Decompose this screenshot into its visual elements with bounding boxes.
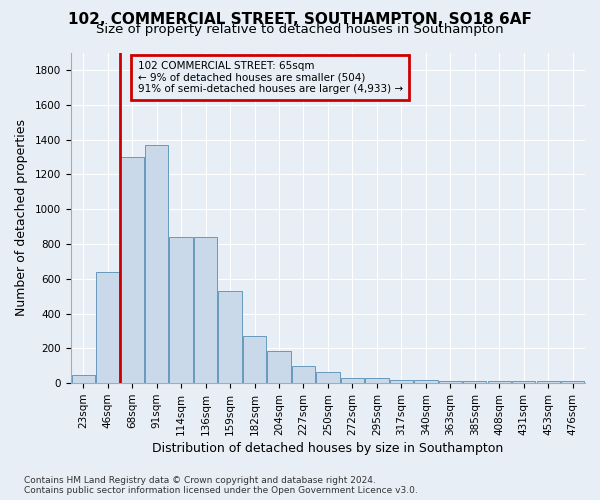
Bar (341, 378, 364, 383)
Bar (96, 272, 119, 383)
Bar (145, 145, 168, 383)
Bar (414, 380, 437, 383)
Bar (439, 380, 462, 383)
X-axis label: Distribution of detached houses by size in Southampton: Distribution of detached houses by size … (152, 442, 503, 455)
Bar (292, 366, 315, 383)
Bar (390, 380, 413, 383)
Bar (121, 157, 144, 383)
Bar (561, 382, 584, 383)
Text: Size of property relative to detached houses in Southampton: Size of property relative to detached ho… (96, 22, 504, 36)
Bar (71, 374, 95, 383)
Bar (243, 336, 266, 383)
Bar (488, 382, 511, 383)
Text: 102, COMMERCIAL STREET, SOUTHAMPTON, SO18 6AF: 102, COMMERCIAL STREET, SOUTHAMPTON, SO1… (68, 12, 532, 28)
Bar (194, 237, 217, 383)
Text: 102 COMMERCIAL STREET: 65sqm
← 9% of detached houses are smaller (504)
91% of se: 102 COMMERCIAL STREET: 65sqm ← 9% of det… (138, 61, 403, 94)
Y-axis label: Number of detached properties: Number of detached properties (15, 120, 28, 316)
Bar (316, 372, 340, 383)
Bar (536, 382, 560, 383)
Bar (463, 380, 487, 383)
Bar (169, 237, 193, 383)
Bar (268, 351, 290, 383)
Bar (218, 291, 242, 383)
Text: Contains HM Land Registry data © Crown copyright and database right 2024.
Contai: Contains HM Land Registry data © Crown c… (24, 476, 418, 495)
Bar (512, 382, 535, 383)
Bar (365, 378, 389, 383)
